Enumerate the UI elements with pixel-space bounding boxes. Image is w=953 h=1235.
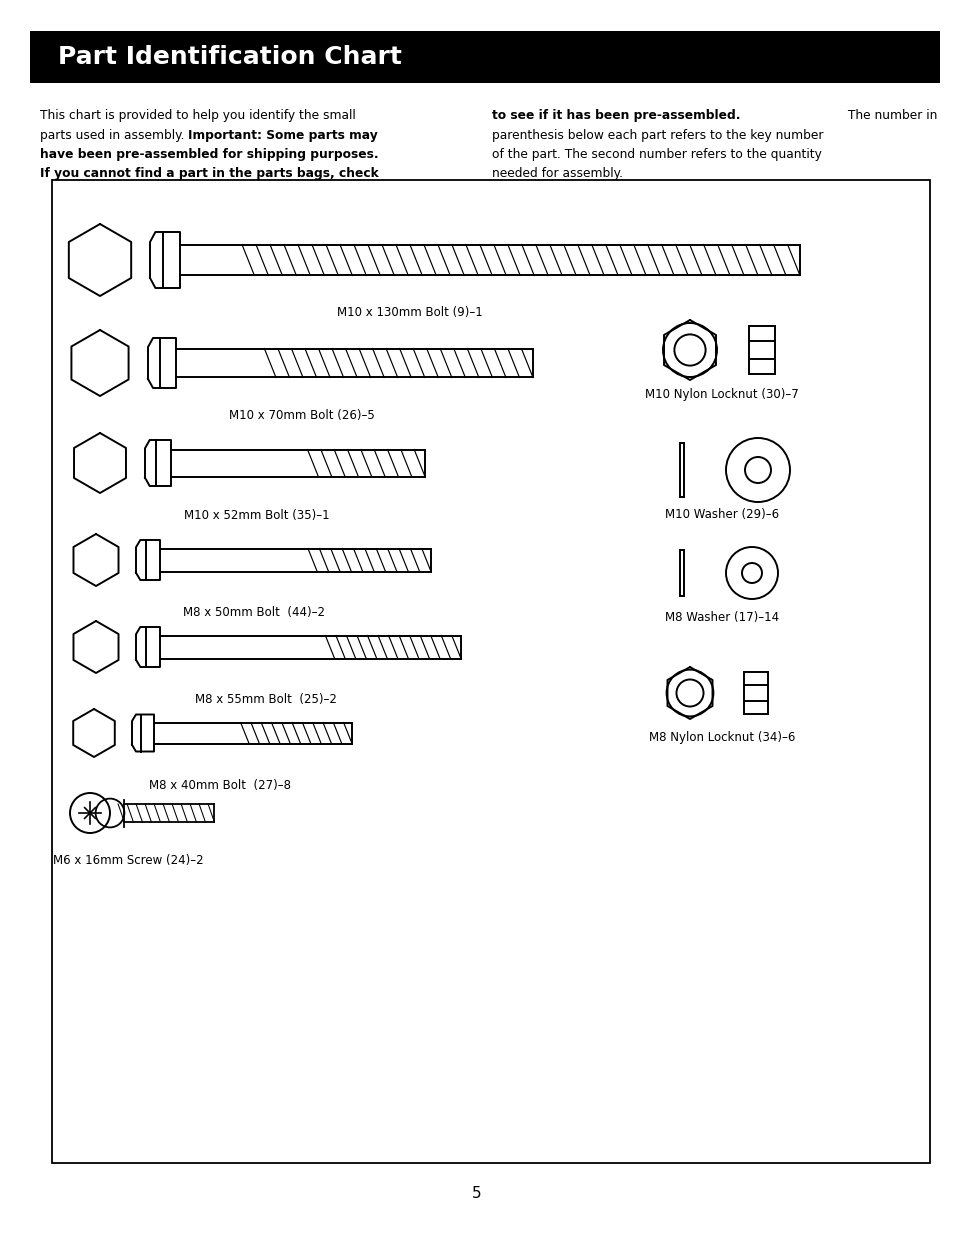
FancyBboxPatch shape — [52, 180, 929, 1163]
Text: 5: 5 — [472, 1186, 481, 1200]
Text: M8 Nylon Locknut (34)–6: M8 Nylon Locknut (34)–6 — [648, 731, 795, 743]
Text: This chart is provided to help you identify the small: This chart is provided to help you ident… — [40, 109, 355, 122]
Text: The number in: The number in — [843, 109, 937, 122]
Text: M10 x 52mm Bolt (35)–1: M10 x 52mm Bolt (35)–1 — [184, 509, 330, 522]
FancyBboxPatch shape — [679, 550, 683, 597]
Text: M10 Washer (29)–6: M10 Washer (29)–6 — [664, 508, 779, 521]
Text: Part Identification Chart: Part Identification Chart — [58, 44, 401, 69]
Text: of the part. The second number refers to the quantity: of the part. The second number refers to… — [492, 148, 821, 161]
Text: M10 x 70mm Bolt (26)–5: M10 x 70mm Bolt (26)–5 — [229, 409, 375, 422]
Text: M8 x 50mm Bolt  (44)–2: M8 x 50mm Bolt (44)–2 — [183, 606, 325, 619]
Text: parenthesis below each part refers to the key number: parenthesis below each part refers to th… — [492, 128, 822, 142]
Text: If you cannot find a part in the parts bags, check: If you cannot find a part in the parts b… — [40, 168, 378, 180]
FancyBboxPatch shape — [748, 326, 774, 374]
Text: have been pre-assembled for shipping purposes.: have been pre-assembled for shipping pur… — [40, 148, 378, 161]
Text: M8 Washer (17)–14: M8 Washer (17)–14 — [664, 611, 779, 624]
FancyBboxPatch shape — [743, 672, 767, 714]
Text: to see if it has been pre-assembled.: to see if it has been pre-assembled. — [492, 109, 740, 122]
Text: M8 x 40mm Bolt  (27)–8: M8 x 40mm Bolt (27)–8 — [149, 779, 291, 792]
Text: Important: Some parts may: Important: Some parts may — [188, 128, 377, 142]
FancyBboxPatch shape — [679, 443, 683, 496]
Text: M10 x 130mm Bolt (9)–1: M10 x 130mm Bolt (9)–1 — [336, 306, 482, 319]
FancyBboxPatch shape — [30, 31, 939, 83]
Text: M8 x 55mm Bolt  (25)–2: M8 x 55mm Bolt (25)–2 — [194, 693, 336, 706]
Text: M10 Nylon Locknut (30)–7: M10 Nylon Locknut (30)–7 — [644, 388, 798, 401]
Text: parts used in assembly.: parts used in assembly. — [40, 128, 188, 142]
Text: needed for assembly.: needed for assembly. — [492, 168, 622, 180]
Text: M6 x 16mm Screw (24)–2: M6 x 16mm Screw (24)–2 — [52, 853, 203, 867]
